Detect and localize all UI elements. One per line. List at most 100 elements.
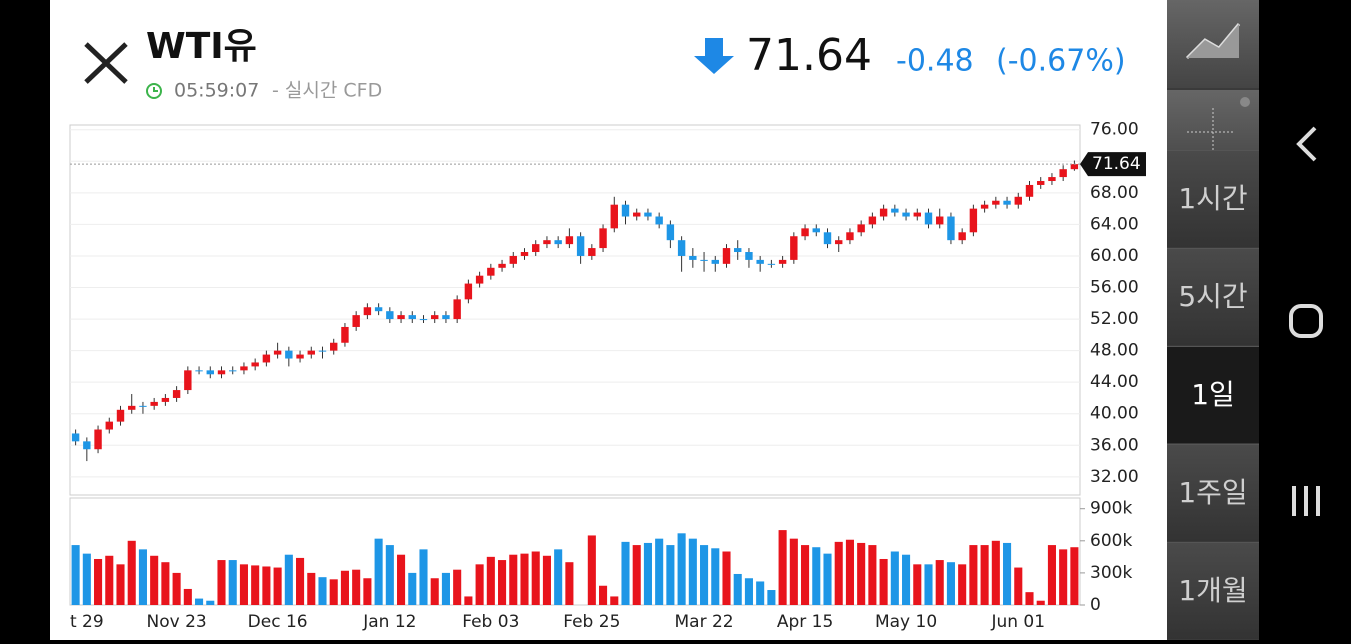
change: -0.48 xyxy=(896,44,974,79)
x-tick-label: t 29 xyxy=(70,612,104,632)
volume-bar xyxy=(756,581,765,605)
volume-bar xyxy=(1036,600,1045,605)
close-icon[interactable] xyxy=(84,42,128,84)
volume-bar xyxy=(1025,592,1034,605)
candle-body xyxy=(139,405,147,407)
recents-button[interactable] xyxy=(1292,486,1320,516)
volume-bar xyxy=(94,558,103,605)
candle-body xyxy=(913,212,921,217)
candle-body xyxy=(666,224,675,241)
back-button[interactable] xyxy=(1296,126,1317,162)
candle-body xyxy=(397,315,405,320)
timeframe-button[interactable]: 1개월 xyxy=(1167,542,1259,639)
volume-bar xyxy=(778,530,787,605)
volume-bar xyxy=(834,541,843,605)
x-tick-label: Jun 01 xyxy=(990,612,1045,632)
chart-panel: WTI유 05:59:07 - 실시간 CFD 71.64 -0.48 (-0.… xyxy=(50,0,1167,640)
candle-body xyxy=(116,409,125,422)
timeframe-button[interactable]: 5시간 xyxy=(1167,248,1259,345)
down-arrow xyxy=(694,38,734,74)
volume-bar xyxy=(150,555,159,605)
volume-bar xyxy=(453,569,462,605)
candle-body xyxy=(790,236,798,260)
volume-bar xyxy=(486,556,495,605)
volume-bar xyxy=(1047,545,1056,605)
volume-bar xyxy=(441,572,450,605)
candle-body xyxy=(386,311,394,320)
timeframe-button[interactable]: 1시간 xyxy=(1167,150,1259,247)
source: - 실시간 CFD xyxy=(272,80,382,102)
candle-body xyxy=(442,315,450,320)
timeframe-button[interactable]: 1일 xyxy=(1167,346,1259,443)
candle-body xyxy=(240,366,248,371)
volume-bar xyxy=(789,538,798,605)
volume-bar xyxy=(801,545,810,605)
candle-body xyxy=(868,216,877,225)
candle-body xyxy=(229,370,237,372)
timeframe-bar: 1시간 5시간 1일 1주일 1개월 xyxy=(1167,0,1259,640)
clock-icon xyxy=(146,83,162,99)
volume-bar xyxy=(105,555,114,605)
candle-body xyxy=(902,212,910,217)
volume-bar xyxy=(273,567,282,605)
candle-body xyxy=(879,208,888,217)
volume-bar xyxy=(509,554,518,605)
y-tick-label: 44.00 xyxy=(1090,372,1139,392)
candle-body xyxy=(296,354,304,359)
candle-body xyxy=(217,370,226,375)
candle-body xyxy=(1003,200,1011,205)
volume-bar xyxy=(991,540,1000,605)
volume-bar xyxy=(935,560,944,605)
volume-bar xyxy=(643,542,652,605)
candle-body xyxy=(958,232,966,241)
candle-body xyxy=(554,240,562,245)
timeframe-button[interactable]: 1주일 xyxy=(1167,444,1259,541)
candle-body xyxy=(924,212,933,225)
y-tick-label: 48.00 xyxy=(1090,341,1139,361)
candle-body xyxy=(610,204,618,229)
volume-bar xyxy=(161,562,170,605)
volume-bar xyxy=(767,590,776,605)
volume-bar xyxy=(554,549,563,605)
volume-bar xyxy=(1014,567,1023,605)
volume-bar xyxy=(845,539,854,605)
candle-body xyxy=(980,204,989,209)
y-tick-label: 56.00 xyxy=(1090,278,1139,298)
y2-tick-label: 600k xyxy=(1090,531,1132,551)
volume-bar xyxy=(419,549,428,605)
candle-body xyxy=(318,350,327,352)
volume-pane xyxy=(69,497,1081,606)
volume-bar xyxy=(498,560,507,605)
y-tick-label: 64.00 xyxy=(1090,214,1139,234)
volume-bar xyxy=(946,562,955,605)
volume-bar xyxy=(879,558,888,605)
x-tick-label: Mar 22 xyxy=(674,612,733,632)
home-button[interactable] xyxy=(1289,304,1323,338)
x-tick-label: Feb 03 xyxy=(462,612,519,632)
candle-body xyxy=(498,263,506,268)
candle-body xyxy=(105,421,113,430)
candle-body xyxy=(969,208,978,233)
volume-bar xyxy=(206,600,215,605)
volume-bar xyxy=(531,551,540,605)
candle-body xyxy=(419,319,428,321)
candle-body xyxy=(767,263,776,265)
candle-body xyxy=(172,390,181,398)
volume-bar xyxy=(711,548,720,605)
volume-bar xyxy=(924,564,933,605)
volume-bar xyxy=(857,542,866,605)
volume-bar xyxy=(1070,547,1079,605)
y-tick-label: 36.00 xyxy=(1090,435,1139,455)
candle-body xyxy=(1070,164,1079,170)
volume-bar xyxy=(262,566,271,605)
volume-bar xyxy=(251,565,260,605)
candle-body xyxy=(83,441,91,450)
y-tick-label: 40.00 xyxy=(1090,404,1139,424)
x-tick-label: Apr 15 xyxy=(777,612,833,632)
x-tick-label: May 10 xyxy=(875,612,937,632)
volume-bar xyxy=(700,545,709,605)
y-tick-label: 68.00 xyxy=(1090,183,1139,203)
chart-type-button[interactable] xyxy=(1167,0,1259,88)
candle-body xyxy=(453,299,461,320)
